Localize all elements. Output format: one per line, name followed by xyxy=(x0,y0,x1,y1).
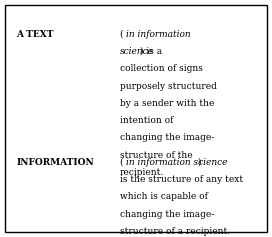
Text: purposely structured: purposely structured xyxy=(120,82,217,91)
Text: recipient.: recipient. xyxy=(120,168,164,177)
Text: in information: in information xyxy=(126,30,191,39)
Text: (: ( xyxy=(120,30,123,39)
Text: collection of signs: collection of signs xyxy=(120,64,203,73)
Text: changing the image-: changing the image- xyxy=(120,210,214,219)
Text: structure of a recipient.: structure of a recipient. xyxy=(120,227,230,236)
Text: changing the image-: changing the image- xyxy=(120,133,214,142)
Text: structure of the: structure of the xyxy=(120,151,192,160)
Text: in information science: in information science xyxy=(126,158,228,167)
Text: by a sender with the: by a sender with the xyxy=(120,99,214,108)
Text: A TEXT: A TEXT xyxy=(16,30,54,39)
Text: ): ) xyxy=(197,158,201,167)
Text: is the structure of any text: is the structure of any text xyxy=(120,175,243,184)
Text: INFORMATION: INFORMATION xyxy=(16,158,94,167)
Text: ) is a: ) is a xyxy=(140,47,162,56)
Text: which is capable of: which is capable of xyxy=(120,192,208,201)
Text: science: science xyxy=(120,47,154,56)
Text: (: ( xyxy=(120,158,123,167)
Text: intention of: intention of xyxy=(120,116,173,125)
